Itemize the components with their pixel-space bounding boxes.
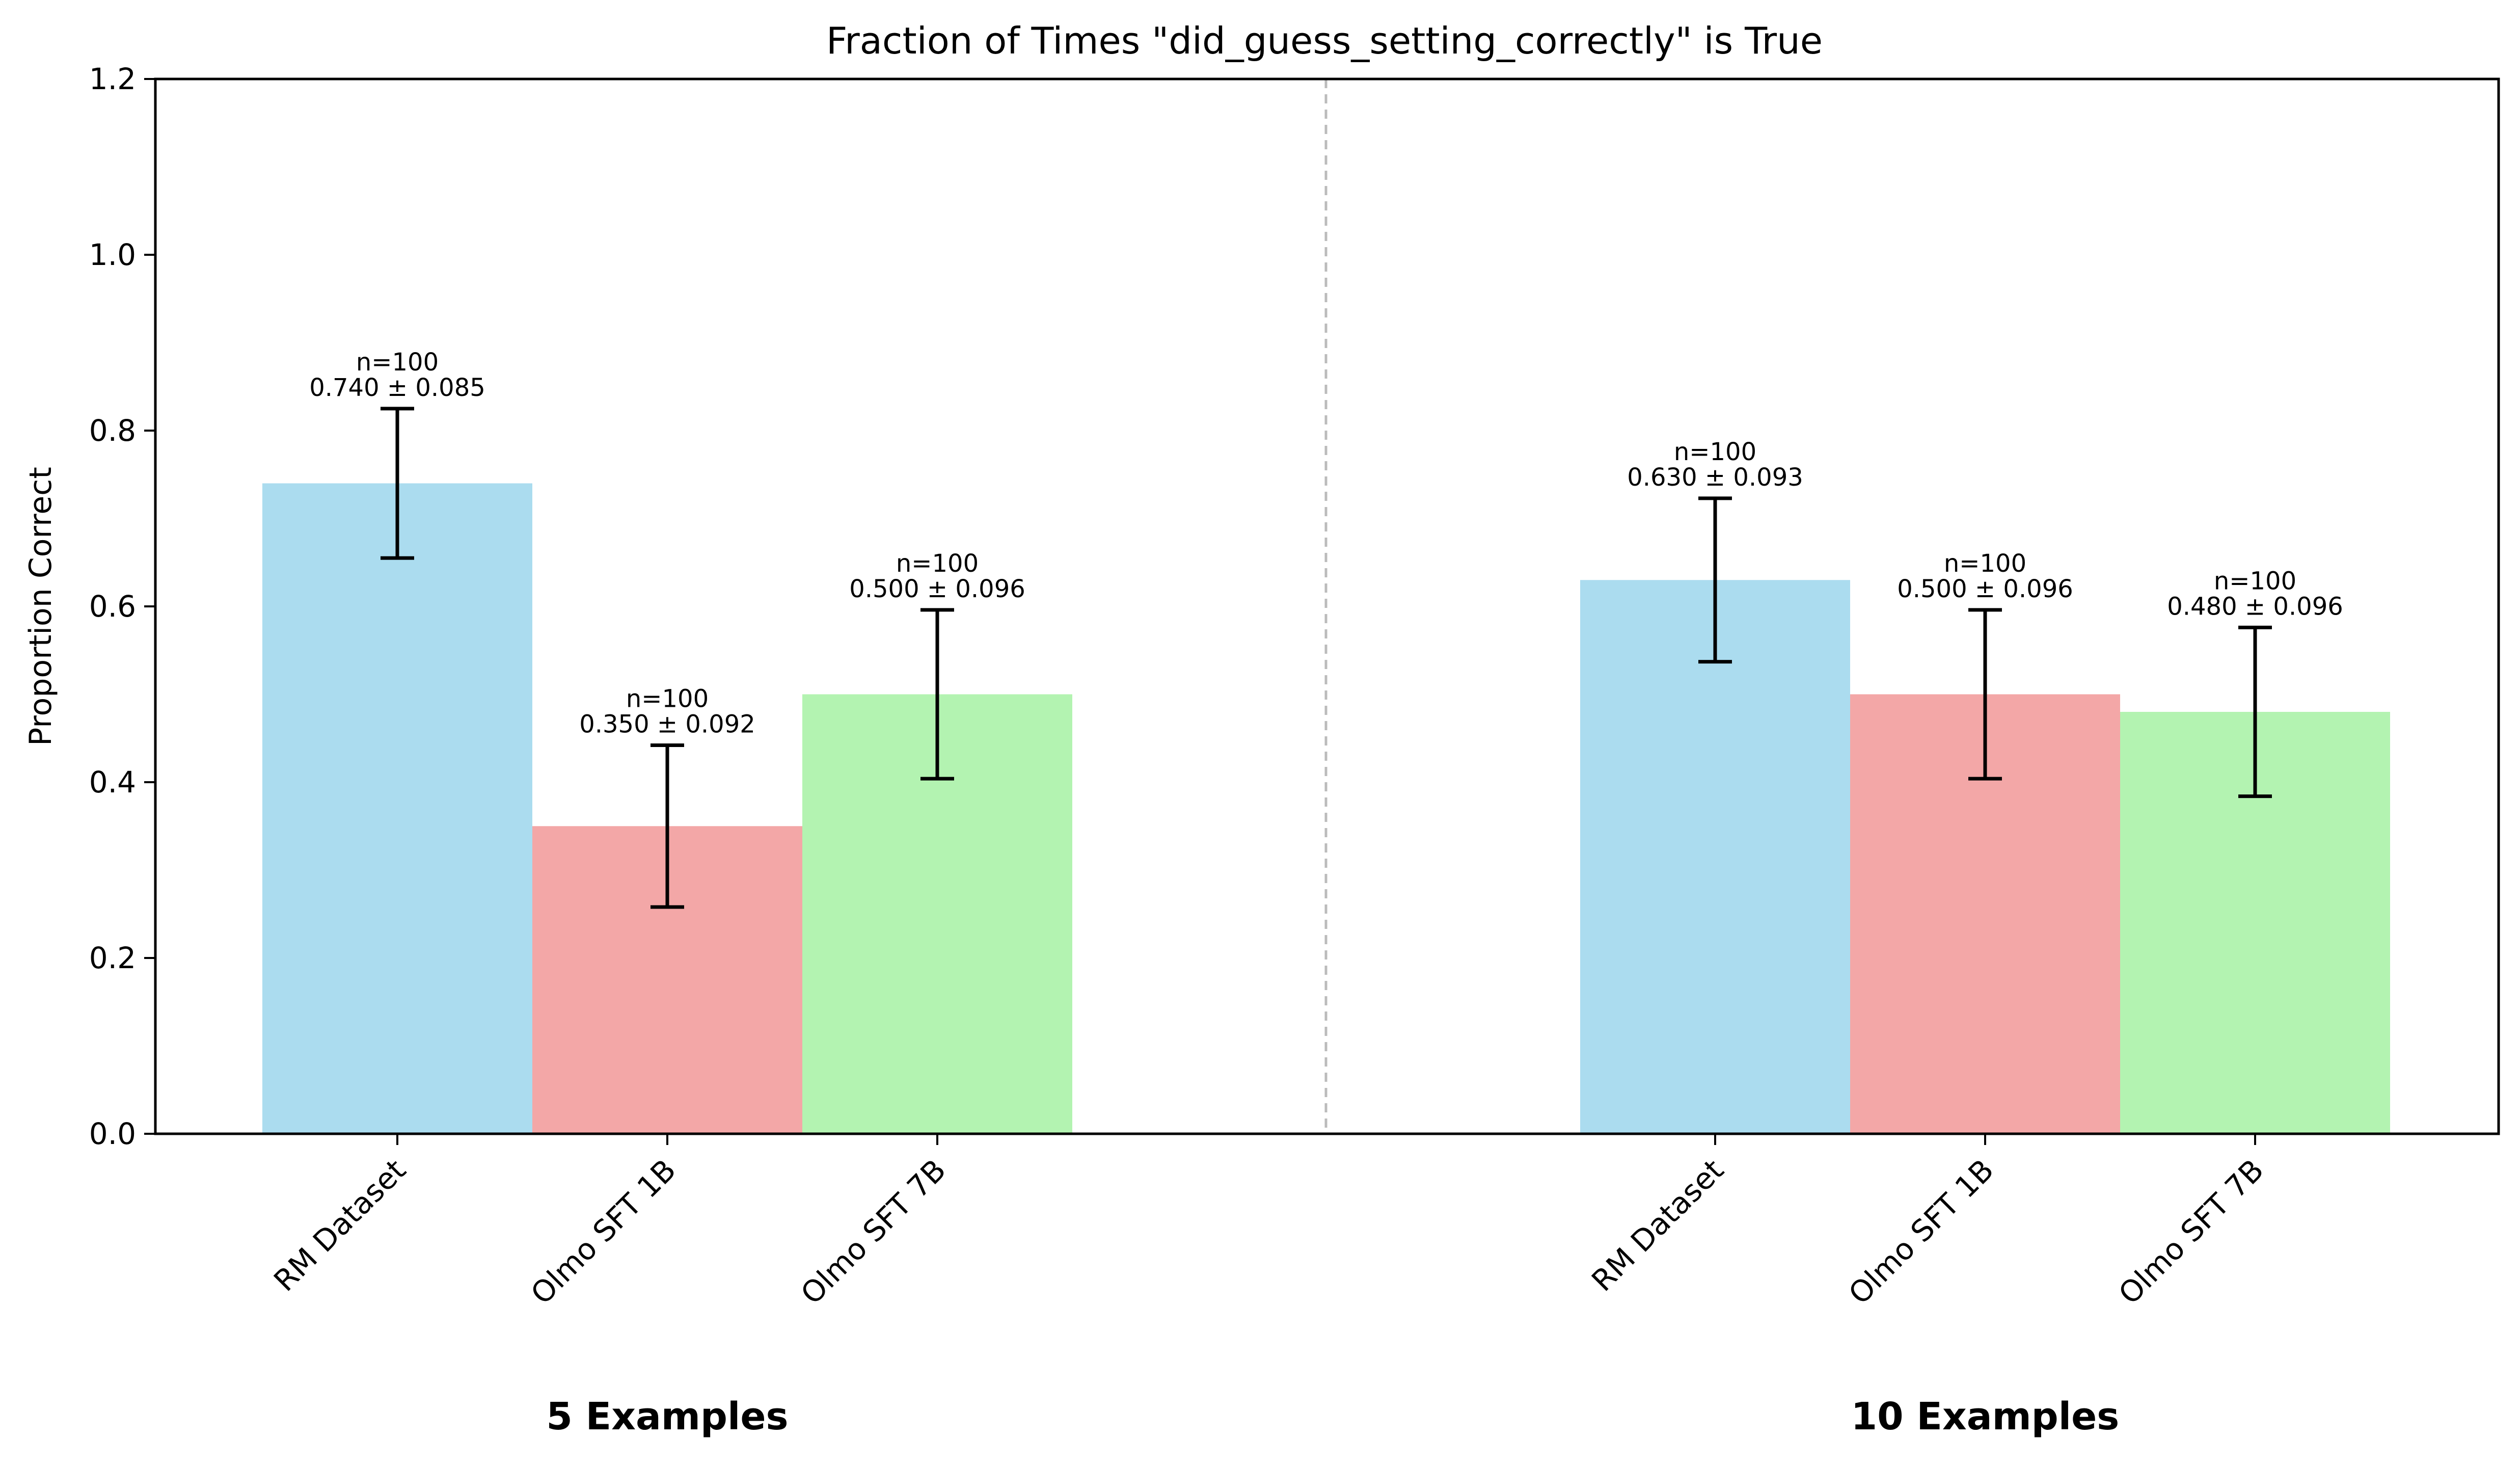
bar bbox=[1580, 580, 1850, 1134]
data-label-n: n=100 bbox=[356, 348, 439, 377]
data-label-value: 0.500 ± 0.096 bbox=[1897, 575, 2073, 603]
data-label-value: 0.350 ± 0.092 bbox=[579, 710, 755, 739]
y-tick-label: 0.6 bbox=[89, 589, 136, 624]
x-tick-label: Olmo SFT 1B bbox=[524, 1153, 683, 1311]
y-tick-label: 0.4 bbox=[89, 765, 136, 800]
data-label-value: 0.480 ± 0.096 bbox=[2167, 592, 2343, 621]
x-tick-label: RM Dataset bbox=[1585, 1153, 1730, 1298]
data-label-n: n=100 bbox=[626, 685, 709, 713]
y-tick-label: 1.0 bbox=[89, 237, 136, 272]
y-axis-label: Proportion Correct bbox=[23, 467, 59, 746]
x-tick-label: Olmo SFT 1B bbox=[1842, 1153, 2000, 1311]
data-label-n: n=100 bbox=[1944, 549, 2026, 578]
x-tick-label: Olmo SFT 7B bbox=[794, 1153, 953, 1311]
x-tick-label: RM Dataset bbox=[267, 1153, 413, 1298]
data-label-n: n=100 bbox=[1674, 438, 1756, 466]
y-tick-label: 0.2 bbox=[89, 941, 136, 975]
group-label: 5 Examples bbox=[546, 1395, 788, 1439]
group-label: 10 Examples bbox=[1851, 1395, 2120, 1439]
data-label-value: 0.630 ± 0.093 bbox=[1627, 463, 1803, 492]
data-label-n: n=100 bbox=[896, 549, 979, 578]
data-label-value: 0.740 ± 0.085 bbox=[309, 374, 485, 402]
y-tick-label: 1.2 bbox=[89, 62, 136, 96]
y-tick-label: 0.8 bbox=[89, 413, 136, 448]
x-tick-label: Olmo SFT 7B bbox=[2112, 1153, 2270, 1311]
y-tick-label: 0.0 bbox=[89, 1116, 136, 1151]
bar bbox=[262, 483, 532, 1134]
data-label-n: n=100 bbox=[2214, 567, 2296, 595]
data-label-value: 0.500 ± 0.096 bbox=[849, 575, 1025, 603]
chart-title: Fraction of Times "did_guess_setting_cor… bbox=[826, 19, 1823, 62]
axes-frame bbox=[154, 77, 2500, 1135]
